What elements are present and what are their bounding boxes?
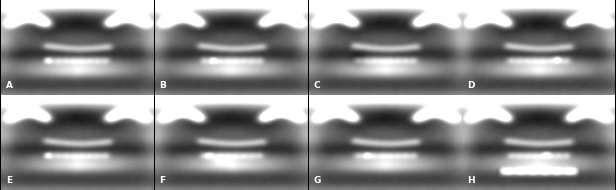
- Text: D: D: [467, 81, 474, 90]
- Text: A: A: [6, 81, 13, 90]
- Text: G: G: [313, 176, 320, 185]
- Text: F: F: [160, 176, 166, 185]
- Text: B: B: [160, 81, 166, 90]
- Text: H: H: [467, 176, 474, 185]
- Text: E: E: [6, 176, 12, 185]
- Text: C: C: [313, 81, 320, 90]
